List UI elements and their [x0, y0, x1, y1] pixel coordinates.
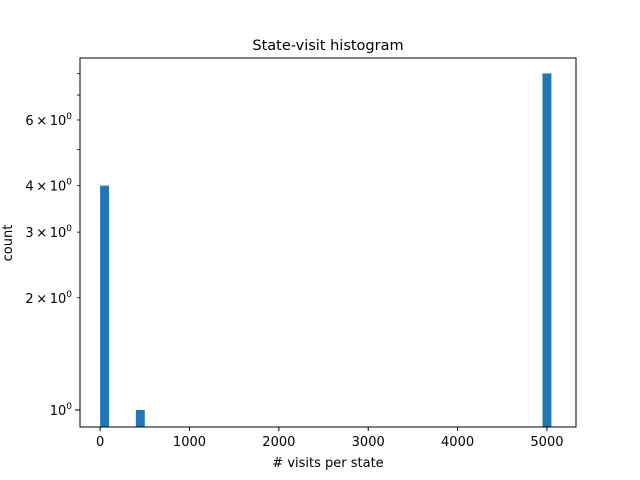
y-minor-tick-label-4: 6 × 100	[25, 112, 72, 129]
x-tick-label-1: 1000	[173, 435, 206, 450]
bars-layer	[100, 73, 552, 427]
x-tick-label-5: 5000	[530, 435, 563, 450]
histogram-bar-1	[135, 409, 145, 427]
chart-title: State-visit histogram	[252, 38, 403, 54]
y-axis-ticks: 100 2 × 100 3 × 100 4 × 100 6 × 100	[25, 73, 80, 419]
y-minor-tick-label-1: 3 × 100	[25, 224, 72, 241]
y-minor-tick-label-0: 2 × 100	[25, 290, 72, 307]
x-axis-label: # visits per state	[272, 456, 383, 471]
plot-frame	[79, 57, 577, 428]
y-axis-label: count	[1, 225, 16, 262]
x-tick-label-2: 2000	[262, 435, 295, 450]
x-tick-label-4: 4000	[441, 435, 474, 450]
x-tick-label-0: 0	[96, 435, 104, 450]
histogram-bar-2	[542, 73, 552, 427]
x-tick-label-3: 3000	[352, 435, 385, 450]
y-major-tick-label-0: 100	[50, 402, 73, 419]
y-minor-tick-label-2: 4 × 100	[25, 178, 72, 195]
x-axis-ticks: 0 1000 2000 3000 4000 5000	[96, 427, 564, 450]
histogram-bar-0	[100, 185, 110, 427]
